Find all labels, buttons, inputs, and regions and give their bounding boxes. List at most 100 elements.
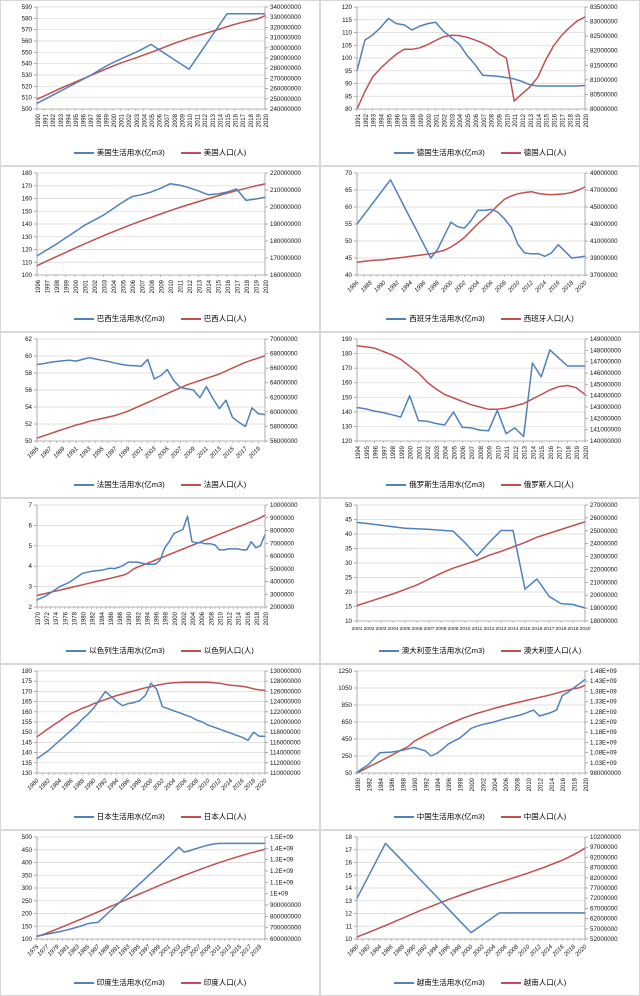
x-axis-labels: 2001 2002 2003 2004 2005 2006 2007 2008 2009 2010… bbox=[352, 621, 591, 632]
svg-text:2020: 2020 bbox=[584, 113, 590, 127]
svg-text:100: 100 bbox=[22, 936, 33, 943]
svg-text:1986: 1986 bbox=[381, 944, 395, 958]
legend-item-vietnam-population: 越南人口(人) bbox=[500, 979, 566, 987]
svg-text:2016: 2016 bbox=[549, 445, 555, 459]
chart-panel-germany[interactable]: 80 85 90 95 100 105 110 115 120 80000000 80500000 8… bbox=[320, 0, 640, 166]
svg-text:13: 13 bbox=[345, 898, 352, 905]
svg-text:37000000: 37000000 bbox=[590, 272, 618, 279]
svg-text:2009: 2009 bbox=[448, 626, 459, 632]
right-axis-labels: 600000000 700000000 800000000 900000000 1E+0… bbox=[265, 834, 302, 943]
svg-text:2010: 2010 bbox=[517, 944, 532, 959]
chart-panel-japan[interactable]: 130 135 140 145 150 155 160 165 170 175 180 1100000… bbox=[0, 664, 320, 830]
legend-item-russia-water: 俄罗斯生活用水(亿m3) bbox=[386, 481, 485, 489]
left-axis-labels: 120 130 140 150 160 170 180 190 bbox=[342, 336, 357, 445]
svg-text:1994: 1994 bbox=[66, 113, 72, 127]
svg-text:2006: 2006 bbox=[200, 611, 206, 625]
series-lines bbox=[356, 16, 586, 110]
svg-text:2019: 2019 bbox=[249, 944, 264, 959]
svg-text:1993: 1993 bbox=[79, 446, 93, 460]
svg-text:140000000: 140000000 bbox=[590, 438, 622, 445]
svg-text:1988: 1988 bbox=[118, 611, 124, 625]
chart-panel-china[interactable]: 50 250 450 650 850 1050 1250 980000000 1.03E+09 1… bbox=[320, 664, 640, 830]
svg-text:2003: 2003 bbox=[376, 626, 387, 632]
chart-panel-israel[interactable]: 2 3 4 5 6 7 2000000 3000000 4000000 5000000 600000… bbox=[0, 498, 320, 664]
svg-text:165: 165 bbox=[22, 699, 33, 706]
chart-panel-spain[interactable]: 40 45 50 55 60 65 70 37000000 39000000 41000000 43… bbox=[320, 166, 640, 332]
svg-text:1996: 1996 bbox=[414, 280, 428, 294]
svg-text:2020: 2020 bbox=[574, 280, 589, 295]
svg-text:510: 510 bbox=[22, 95, 33, 102]
chart-panel-usa[interactable]: 500 510 520 530 540 550 560 570 580 590 240000000 2… bbox=[0, 0, 320, 166]
chart-panel-france[interactable]: 50 52 54 56 58 60 62 56000000 58000000 60000000 62… bbox=[0, 332, 320, 498]
series-lines bbox=[36, 183, 266, 267]
svg-text:145000000: 145000000 bbox=[590, 381, 622, 388]
svg-text:540: 540 bbox=[22, 61, 33, 68]
legend-label: 俄罗斯人口(人) bbox=[523, 480, 574, 490]
svg-text:2009: 2009 bbox=[182, 446, 197, 461]
svg-text:2015: 2015 bbox=[540, 445, 546, 459]
svg-text:2018: 2018 bbox=[573, 777, 579, 791]
svg-text:8000000: 8000000 bbox=[270, 528, 295, 535]
svg-text:2009: 2009 bbox=[160, 279, 166, 293]
gridlines bbox=[37, 504, 265, 587]
legend-item-germany-water: 德国生活用水(亿m3) bbox=[393, 149, 485, 157]
chart-panel-india[interactable]: 100 150 200 250 300 350 400 450 500 600000000 7000… bbox=[0, 830, 320, 996]
svg-text:2016: 2016 bbox=[234, 113, 240, 127]
svg-text:1992: 1992 bbox=[387, 280, 401, 294]
svg-text:105: 105 bbox=[342, 42, 353, 49]
india-legend: 印度生活用水(亿m3) 印度人口(人) bbox=[1, 975, 319, 991]
svg-text:2014: 2014 bbox=[531, 445, 537, 459]
svg-text:80: 80 bbox=[345, 106, 352, 113]
chart-panel-brazil[interactable]: 100 110 120 130 140 150 160 170 180 160000000 1700… bbox=[0, 166, 320, 332]
svg-text:95: 95 bbox=[345, 68, 352, 75]
svg-text:110000000: 110000000 bbox=[270, 770, 301, 777]
svg-text:2004: 2004 bbox=[467, 280, 482, 295]
svg-text:45000000: 45000000 bbox=[590, 204, 618, 211]
chart-panel-vietnam[interactable]: 10 11 12 13 14 15 16 17 18 52000000 57000000 620000… bbox=[320, 830, 640, 996]
chart-panel-australia[interactable]: 10 15 20 25 30 35 40 45 50 18000000 19000000 200000… bbox=[320, 498, 640, 664]
svg-text:2008: 2008 bbox=[506, 944, 521, 959]
svg-text:2002: 2002 bbox=[127, 113, 133, 127]
svg-text:500: 500 bbox=[22, 834, 33, 841]
svg-text:175: 175 bbox=[22, 678, 33, 685]
germany-water-series-line bbox=[356, 17, 586, 87]
brazil-population-series-line bbox=[36, 183, 266, 267]
svg-text:2012: 2012 bbox=[538, 777, 544, 791]
svg-text:400: 400 bbox=[22, 860, 33, 867]
svg-text:114000000: 114000000 bbox=[270, 750, 301, 757]
svg-text:2018: 2018 bbox=[556, 626, 567, 632]
svg-text:116000000: 116000000 bbox=[270, 739, 301, 746]
x-axis-labels: 1996 1997 1998 1999 2000 2001 2002 2003 2004 2005… bbox=[36, 275, 270, 293]
svg-text:2006: 2006 bbox=[480, 280, 495, 295]
legend-line-marker bbox=[73, 318, 94, 320]
svg-text:102000000: 102000000 bbox=[590, 834, 622, 841]
chart-panel-russia[interactable]: 120 130 140 150 160 170 180 190 140000000 1410000… bbox=[320, 332, 640, 498]
svg-text:2002: 2002 bbox=[481, 777, 487, 791]
svg-text:50: 50 bbox=[345, 770, 352, 777]
svg-text:300: 300 bbox=[22, 885, 33, 892]
svg-text:2012: 2012 bbox=[528, 944, 543, 959]
svg-text:80500000: 80500000 bbox=[590, 91, 618, 98]
svg-text:2006: 2006 bbox=[504, 777, 510, 791]
svg-text:3: 3 bbox=[29, 584, 33, 591]
svg-text:9000000: 9000000 bbox=[270, 515, 295, 522]
svg-text:1996: 1996 bbox=[155, 611, 161, 625]
france-water-series-line bbox=[36, 356, 266, 428]
svg-text:2010: 2010 bbox=[218, 611, 224, 625]
series-lines bbox=[356, 842, 586, 938]
svg-text:1988: 1988 bbox=[392, 944, 406, 958]
svg-text:58000000: 58000000 bbox=[270, 423, 298, 430]
svg-text:160000000: 160000000 bbox=[270, 272, 302, 279]
svg-text:2000: 2000 bbox=[460, 944, 475, 959]
svg-text:1980: 1980 bbox=[347, 944, 361, 958]
svg-text:250: 250 bbox=[22, 898, 33, 905]
series-lines bbox=[36, 681, 266, 760]
svg-text:1992: 1992 bbox=[415, 944, 429, 958]
svg-text:2014: 2014 bbox=[537, 113, 543, 127]
right-axis-labels: 37000000 39000000 41000000 43000000 45000000… bbox=[585, 170, 618, 279]
svg-text:1987: 1987 bbox=[40, 446, 54, 460]
svg-text:1998: 1998 bbox=[164, 611, 170, 625]
svg-text:2006: 2006 bbox=[131, 279, 137, 293]
svg-text:150: 150 bbox=[22, 208, 33, 215]
svg-text:2006: 2006 bbox=[474, 113, 480, 127]
